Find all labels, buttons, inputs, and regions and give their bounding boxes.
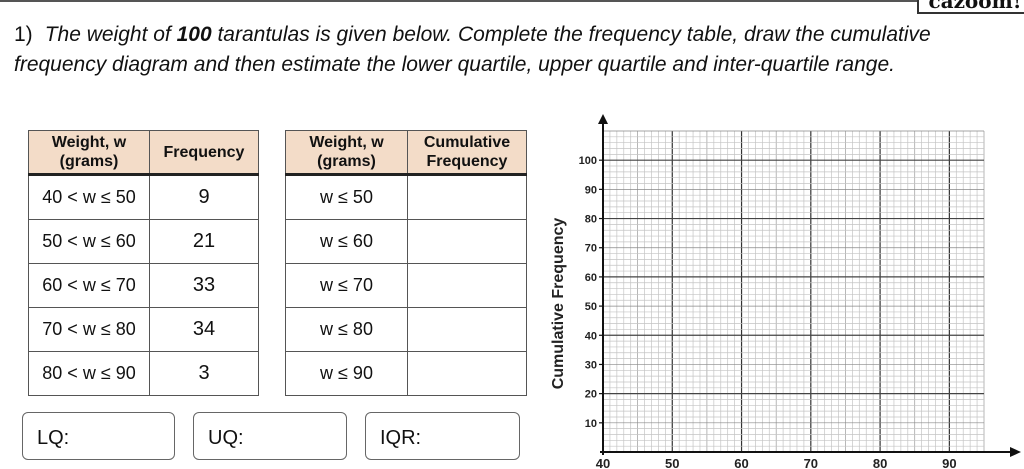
header-weight: Weight, w (grams) [28, 130, 150, 176]
weight-cell: 40 < w ≤ 50 [28, 174, 150, 220]
frequency-cell: 34 [149, 307, 259, 352]
x-tick-label: 50 [665, 456, 679, 469]
lq-answer-box[interactable]: LQ: [22, 412, 175, 460]
x-tick-label: 90 [942, 456, 956, 469]
frequency-cell: 9 [149, 174, 259, 220]
uq-label: UQ: [208, 427, 244, 449]
cumulative-frequency-input[interactable] [407, 174, 527, 220]
iqr-answer-box[interactable]: IQR: [365, 412, 520, 460]
y-tick-label: 60 [585, 272, 597, 284]
weight-cell: w ≤ 70 [285, 263, 408, 308]
frequency-cell: 21 [149, 219, 259, 264]
table-row: w ≤ 50 [285, 174, 527, 220]
cumulative-frequency-input[interactable] [407, 219, 527, 264]
y-tick-label: 70 [585, 243, 597, 255]
cumulative-frequency-input[interactable] [407, 307, 527, 352]
cumulative-frequency-input[interactable] [407, 351, 527, 396]
y-tick-label: 30 [585, 359, 597, 371]
weight-cell: 80 < w ≤ 90 [28, 351, 150, 396]
y-axis-label: Cumulative Frequency [550, 218, 567, 390]
x-tick-label: 70 [804, 456, 818, 469]
table-row: 40 < w ≤ 50 9 [28, 174, 259, 220]
frequency-table: Weight, w (grams) Frequency 40 < w ≤ 50 9… [28, 130, 259, 396]
question-number: 1) [14, 23, 33, 46]
y-tick-label: 50 [585, 301, 597, 313]
table-row: w ≤ 60 [285, 219, 527, 264]
x-tick-label: 80 [873, 456, 887, 469]
y-tick-label: 90 [585, 184, 597, 196]
frequency-cell: 33 [149, 263, 259, 308]
x-tick-label: 60 [734, 456, 748, 469]
iqr-label: IQR: [380, 427, 422, 449]
y-tick-label: 100 [579, 155, 597, 167]
y-tick-label: 80 [585, 214, 597, 226]
table-row: w ≤ 80 [285, 307, 527, 352]
table-row: 70 < w ≤ 80 34 [28, 307, 259, 352]
table-row: 80 < w ≤ 90 3 [28, 351, 259, 396]
weight-cell: 60 < w ≤ 70 [28, 263, 150, 308]
weight-cell: w ≤ 60 [285, 219, 408, 264]
weight-cell: w ≤ 80 [285, 307, 408, 352]
y-tick-label: 10 [585, 418, 597, 430]
logo-text: cazoom! [928, 0, 1022, 13]
question-text: 1) The weight of 100 tarantulas is given … [14, 20, 974, 80]
weight-cell: w ≤ 90 [285, 351, 408, 396]
y-tick-label: 40 [585, 330, 597, 342]
table-row: w ≤ 70 [285, 263, 527, 308]
cumulative-frequency-table: Weight, w (grams) Cumulative Frequency w… [285, 130, 527, 396]
table-row: 60 < w ≤ 70 33 [28, 263, 259, 308]
top-rule [0, 0, 1024, 2]
cumulative-frequency-grid: 40 50 60 70 80 90 10 20 30 40 50 60 70 80 90 100 Cumulat… [550, 114, 1021, 469]
x-tick-label: 40 [596, 456, 610, 469]
y-axis-arrow [598, 114, 608, 124]
uq-answer-box[interactable]: UQ: [193, 412, 347, 460]
frequency-cell: 3 [149, 351, 259, 396]
weight-cell: 70 < w ≤ 80 [28, 307, 150, 352]
y-tick-label: 20 [585, 389, 597, 401]
question-body: The weight of 100 tarantulas is given be… [14, 23, 931, 76]
weight-cell: w ≤ 50 [285, 174, 408, 220]
cumulative-frequency-input[interactable] [407, 263, 527, 308]
header-cumulative-frequency: Cumulative Frequency [407, 130, 527, 176]
lq-label: LQ: [37, 427, 70, 449]
table-row: w ≤ 90 [285, 351, 527, 396]
weight-cell: 50 < w ≤ 60 [28, 219, 150, 264]
header-weight: Weight, w (grams) [285, 130, 408, 176]
table-row: 50 < w ≤ 60 21 [28, 219, 259, 264]
cazoom-logo: cazoom! [917, 0, 1024, 14]
header-frequency: Frequency [149, 130, 259, 176]
x-axis-arrow [1010, 447, 1021, 457]
